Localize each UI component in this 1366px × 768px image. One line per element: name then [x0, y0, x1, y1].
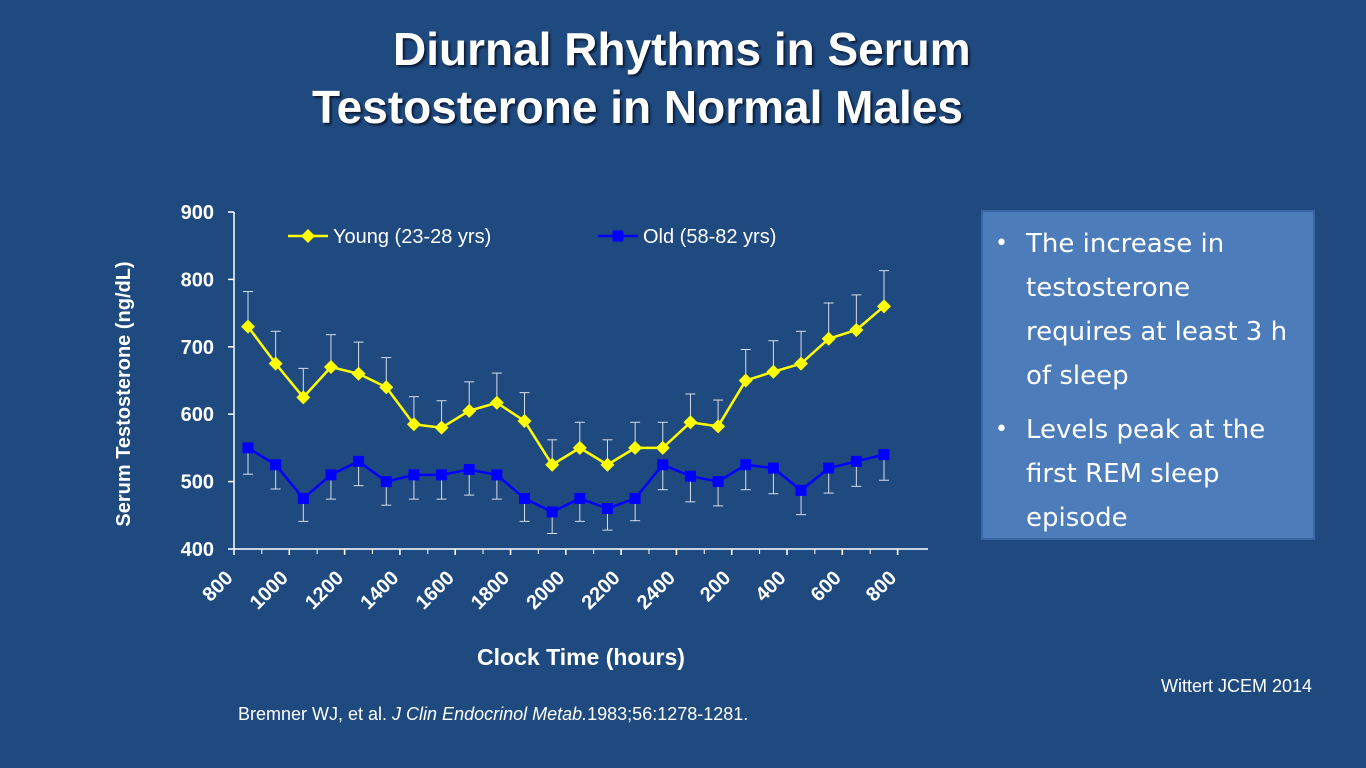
y-tick-label: 500 [181, 472, 214, 494]
x-tick-label: 2000 [522, 567, 569, 614]
old-data-point [657, 459, 669, 471]
young-data-point [683, 415, 698, 430]
notes-bullet-text: Levels peak at the first REM sleep episo… [1026, 415, 1266, 533]
old-data-point [574, 492, 586, 504]
old-data-point [270, 459, 282, 471]
old-data-point [601, 503, 613, 515]
young-data-point [572, 440, 587, 455]
young-data-point [517, 413, 532, 428]
young-data-point [766, 364, 781, 379]
old-data-point [823, 462, 835, 474]
old-data-point [684, 470, 696, 482]
young-data-point [296, 390, 311, 405]
young-data-point [268, 356, 283, 371]
x-tick-label: 1400 [356, 567, 403, 614]
young-data-point [462, 403, 477, 418]
x-tick-label: 800 [198, 567, 237, 606]
y-tick-label: 700 [181, 337, 214, 359]
young-data-point [406, 417, 421, 432]
bullet-icon: • [995, 231, 1008, 256]
x-tick-label: 1200 [301, 567, 348, 614]
young-series-line [246, 305, 885, 467]
young-data-point [738, 373, 753, 388]
x-tick-label: 800 [862, 567, 901, 606]
source-credit: Wittert JCEM 2014 [1160, 676, 1312, 696]
young-data-point [600, 457, 615, 472]
citation-authors: Bremner WJ, et al. [238, 704, 393, 724]
bullet-icon: • [995, 417, 1008, 442]
old-data-point [767, 462, 779, 474]
x-axis-title: Clock Time (hours) [477, 644, 685, 670]
young-data-point [323, 360, 338, 375]
old-data-point [436, 469, 448, 481]
y-axis-title: Serum Testosterone (ng/dL) [113, 261, 135, 526]
x-tick-label: 2200 [578, 567, 625, 614]
old-data-point [353, 455, 365, 467]
young-data-point [711, 419, 726, 434]
old-data-point [242, 442, 254, 454]
young-data-point [655, 440, 670, 455]
x-tick-label: 400 [751, 567, 790, 606]
old-data-point [463, 463, 475, 475]
x-tick-label: 1000 [246, 567, 293, 614]
old-data-point [850, 455, 862, 467]
x-tick-label: 200 [696, 567, 735, 606]
young-data-point [241, 319, 255, 334]
citation: Bremner WJ, et al. J Clin Endocrinol Met… [238, 704, 748, 725]
old-data-point [519, 492, 531, 504]
y-tick-label: 600 [181, 404, 214, 426]
young-data-point [628, 440, 643, 455]
citation-journal: J Clin Endocrinol Metab. [392, 704, 588, 724]
young-data-point [877, 299, 891, 314]
x-tick-label: 1800 [467, 567, 514, 614]
young-data-point [434, 420, 449, 435]
citation-details: 1983;56:1278-1281. [587, 704, 749, 724]
old-data-point [740, 459, 752, 471]
slide-title: Diurnal Rhythms in Serum Testosterone in… [250, 20, 1300, 136]
y-tick-label: 800 [181, 269, 214, 291]
young-data-point [351, 366, 366, 381]
title-line-2: Testosterone in Normal Males [312, 81, 963, 133]
notes-list: • The increase in testosterone requires … [993, 222, 1299, 540]
old-data-point [325, 469, 337, 481]
y-tick-label: 900 [181, 202, 214, 224]
old-data-point [629, 492, 641, 504]
old-legend-label: Old (58-82 yrs) [643, 226, 776, 248]
young-legend-label: Young (23-28 yrs) [333, 226, 491, 248]
x-tick-label: 2400 [633, 567, 680, 614]
young-data-point [489, 395, 504, 410]
y-tick-label: 400 [181, 539, 214, 561]
old-data-point [491, 469, 503, 481]
old-data-point [712, 476, 724, 488]
young-data-point [379, 380, 394, 395]
notes-bullet-1: • The increase in testosterone requires … [993, 222, 1299, 398]
old-data-point [380, 476, 392, 488]
old-data-point [297, 492, 309, 504]
title-line-1: Diurnal Rhythms in Serum [393, 23, 971, 75]
notes-bullet-2: • Levels peak at the first REM sleep epi… [993, 408, 1299, 540]
notes-bullet-text: The increase in testosterone requires at… [1026, 229, 1288, 391]
old-data-point [546, 506, 558, 518]
old-data-point [878, 449, 890, 461]
old-data-point [795, 484, 807, 496]
notes-box: • The increase in testosterone requires … [981, 210, 1315, 540]
young-data-point [545, 457, 560, 472]
x-tick-label: 600 [807, 567, 846, 606]
young-data-point [794, 356, 809, 371]
young-data-point [849, 322, 864, 337]
old-legend-marker [612, 230, 624, 242]
old-data-point [408, 469, 420, 481]
young-data-point [821, 331, 836, 346]
x-tick-label: 1600 [412, 567, 459, 614]
young-legend-marker [301, 229, 315, 243]
